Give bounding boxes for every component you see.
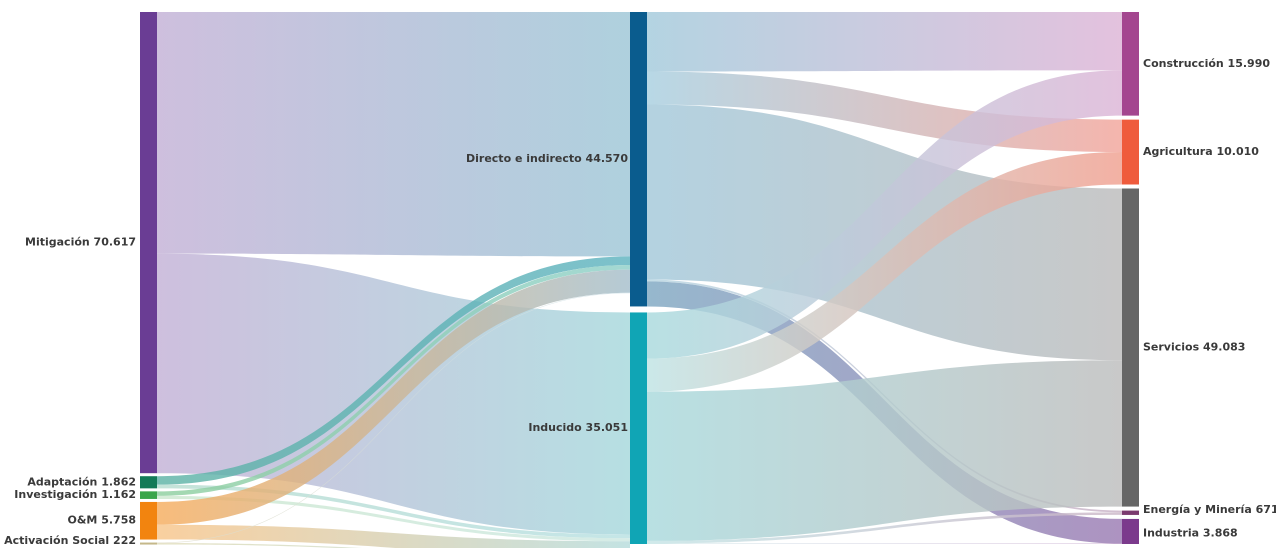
node-label-industria: Industria 3.868	[1143, 526, 1238, 539]
node-adaptacion	[140, 476, 157, 489]
node-investigacion	[140, 491, 157, 499]
link-inducido-agricultura	[647, 152, 1122, 392]
node-mitigacion	[140, 12, 157, 474]
node-inducido	[630, 312, 647, 544]
link-activacion-directo	[157, 292, 630, 544]
labels-layer: Mitigación 70.617 Adaptación 1.862Investi…	[4, 57, 1276, 547]
link-inducido-construccion	[647, 70, 1122, 359]
node-label-om: O&M 5.758	[67, 514, 136, 527]
node-label-construccion: Construcción 15.990	[1143, 57, 1270, 70]
node-label-agricultura: Agricultura 10.010	[1143, 145, 1259, 158]
links-layer	[157, 12, 1122, 548]
node-om	[140, 501, 157, 540]
link-investigacion-inducido	[157, 495, 630, 542]
link-inducido-servicios	[647, 360, 1122, 541]
nodes-layer	[140, 12, 1139, 545]
link-om-inducido	[157, 524, 630, 548]
node-label-mitigacion: Mitigación 70.617	[25, 236, 136, 249]
link-adaptacion-inducido	[157, 484, 630, 539]
link-inducido-energia	[647, 512, 1122, 544]
link-adaptacion-directo	[157, 256, 630, 485]
link-activacion-inducido	[157, 543, 362, 548]
node-construccion	[1122, 12, 1139, 116]
node-label-energia: Energía y Minería 671	[1143, 503, 1276, 516]
node-directo	[630, 12, 647, 307]
node-label-inducido: Inducido 35.051	[528, 421, 628, 434]
node-industria	[1122, 518, 1139, 544]
node-activacion	[140, 542, 157, 545]
link-om-directo	[157, 269, 630, 525]
node-label-adaptacion: Adaptación 1.862	[27, 475, 136, 488]
link-directo-construccion	[647, 12, 1122, 72]
node-servicios	[1122, 188, 1139, 507]
link-investigacion-directo	[157, 265, 630, 496]
node-energia	[1122, 510, 1139, 515]
node-label-servicios: Servicios 49.083	[1143, 341, 1245, 354]
node-agricultura	[1122, 119, 1139, 185]
link-mitigacion-directo	[157, 12, 630, 257]
node-label-investigacion: Investigación 1.162	[14, 488, 136, 501]
node-label-directo: Directo e indirecto 44.570	[466, 152, 628, 165]
node-label-activacion: Activación Social 222	[4, 534, 136, 547]
